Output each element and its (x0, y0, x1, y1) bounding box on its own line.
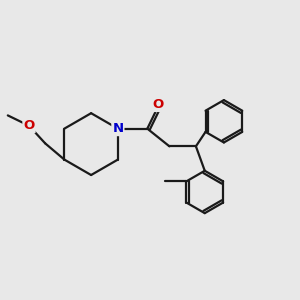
Text: N: N (112, 122, 123, 135)
Text: O: O (23, 119, 34, 132)
Text: O: O (152, 98, 163, 111)
